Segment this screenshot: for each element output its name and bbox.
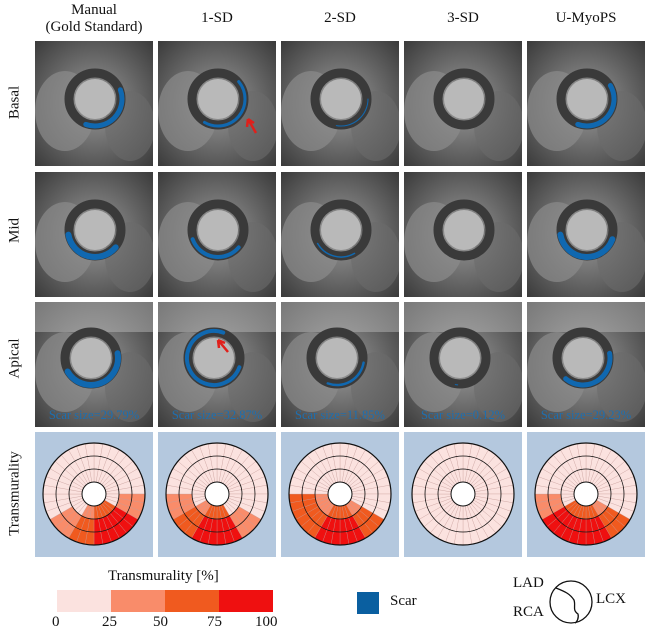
coronary-territory-icon (549, 580, 593, 624)
column-header-manual: Manual (Gold Standard) (45, 2, 143, 35)
panel-apical-1sd: Scar size=32.87% (158, 302, 276, 427)
scar-segmentation (203, 80, 247, 128)
panel-mid-3sd (404, 172, 522, 297)
scar-size-label-manual: Scar size=29.79% (48, 408, 140, 422)
scar-swatch (357, 592, 379, 614)
scar-segmentation (65, 231, 119, 260)
row-header-transmurality: Transmurality (6, 451, 23, 536)
panel-mid-umyops (527, 172, 645, 297)
column-header-2sd: 2-SD (324, 10, 356, 26)
scar-size-label-3sd: Scar size=0.12% (420, 408, 506, 422)
panel-basal-3sd (404, 41, 522, 166)
scar-segmentation (575, 83, 617, 129)
column-header-3sd: 3-SD (447, 10, 479, 26)
lad-label: LAD (513, 575, 544, 591)
scar-segmentation (316, 242, 356, 258)
red-arrow-icon (216, 338, 229, 353)
panel-mid-2sd (281, 172, 399, 297)
colorbar-segment-75-100 (219, 590, 273, 612)
scar-size-label-1sd: Scar size=32.87% (171, 408, 263, 422)
panel-basal-umyops (527, 41, 645, 166)
column-header-1sd: 1-SD (201, 10, 233, 26)
transmurality-colorbar (57, 590, 273, 612)
scar-segmentation (185, 329, 242, 387)
tick-0: 0 (52, 614, 60, 630)
colorbar-segment-0-25 (57, 590, 111, 612)
panel-basal-manual (35, 41, 153, 166)
scar-segmentation (64, 350, 121, 388)
panel-basal-1sd (158, 41, 276, 166)
scar-segmentation (190, 237, 241, 259)
scar-legend-label: Scar (390, 593, 417, 609)
column-header-umyops: U-MyoPS (555, 10, 617, 26)
tick-25: 25 (102, 614, 117, 630)
scar-segmentation (326, 361, 365, 387)
panel-mid-1sd (158, 172, 276, 297)
scar-size-label-umyops: Scar size=29.23% (540, 408, 632, 422)
scar-size-label-2sd: Scar size=11.85% (295, 408, 385, 422)
panel-basal-2sd (281, 41, 399, 166)
panel-apical-umyops: Scar size=29.23% (527, 302, 645, 427)
tick-75: 75 (207, 614, 222, 630)
scar-segmentation (563, 350, 613, 388)
red-arrow-icon (245, 117, 258, 134)
colorbar-segment-50-75 (165, 590, 219, 612)
panel-mid-manual (35, 172, 153, 297)
tick-50: 50 (153, 614, 168, 630)
colorbar-segment-25-50 (111, 590, 165, 612)
panel-apical-manual: Scar size=29.79% (35, 302, 153, 427)
panel-transmurality-manual (35, 432, 153, 557)
row-header-basal: Basal (6, 85, 23, 120)
row-header-mid: Mid (6, 218, 23, 244)
panel-transmurality-3sd (404, 432, 522, 557)
rca-label: RCA (513, 604, 544, 620)
panel-transmurality-1sd (158, 432, 276, 557)
panel-apical-3sd: Scar size=0.12% (404, 302, 522, 427)
scar-segmentation (335, 98, 369, 127)
panel-transmurality-2sd (281, 432, 399, 557)
lcx-label: LCX (596, 591, 626, 607)
tick-100: 100 (255, 614, 278, 630)
legend-title: Transmurality [%] (108, 568, 219, 584)
scar-segmentation (83, 87, 125, 129)
panel-apical-2sd: Scar size=11.85% (281, 302, 399, 427)
scar-segmentation (557, 231, 616, 260)
panel-transmurality-umyops (527, 432, 645, 557)
row-header-apical: Apical (6, 338, 23, 379)
